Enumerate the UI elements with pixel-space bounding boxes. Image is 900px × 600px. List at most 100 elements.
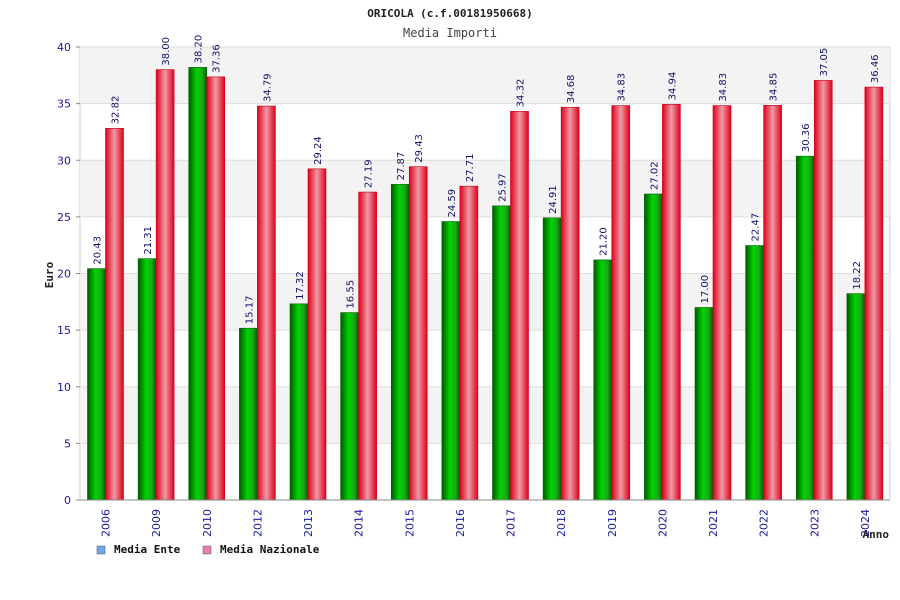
y-tick-label: 5 [64, 437, 71, 450]
value-label: 27.19 [364, 159, 375, 188]
bar-media-ente-2021 [694, 307, 714, 501]
bar-media-ente-2016 [441, 221, 461, 501]
value-label: 16.55 [346, 280, 357, 309]
value-label: 36.46 [870, 54, 881, 83]
value-label: 34.79 [262, 73, 273, 102]
y-tick-label: 30 [57, 154, 71, 167]
bars [87, 67, 884, 501]
value-label: 25.97 [498, 173, 509, 202]
y-tick-label: 15 [57, 324, 71, 337]
x-tick-label: 2010 [201, 509, 214, 537]
x-axis-label: Anno [863, 528, 890, 541]
value-label: 24.59 [447, 189, 458, 218]
legend-label-media-ente: Media Ente [114, 543, 181, 556]
bar-media-nazionale-2012 [257, 105, 276, 501]
value-label: 37.05 [819, 48, 830, 77]
bar-media-ente-2013 [289, 303, 309, 501]
legend-swatch-media-ente [96, 545, 106, 555]
value-label: 29.43 [414, 134, 425, 163]
bar-media-ente-2010 [188, 67, 208, 501]
legend-swatch-media-nazionale [202, 545, 212, 555]
value-label: 15.17 [244, 296, 255, 325]
y-tick-label: 0 [64, 494, 71, 507]
bar-media-nazionale-2022 [763, 105, 782, 501]
value-label: 17.32 [295, 271, 306, 300]
bar-media-ente-2006 [87, 268, 106, 501]
value-label: 27.87 [396, 152, 407, 181]
chart-subtitle: Media Importi [403, 26, 497, 40]
value-label: 34.68 [566, 75, 577, 104]
bar-media-nazionale-2013 [307, 168, 327, 501]
bar-media-ente-2009 [137, 258, 157, 501]
bar-media-nazionale-2019 [611, 105, 631, 501]
bar-media-nazionale-2017 [510, 111, 529, 501]
bar-media-ente-2017 [492, 205, 511, 501]
x-tick-label: 2022 [758, 509, 771, 537]
value-label: 24.91 [548, 185, 559, 214]
x-tick-label: 2013 [302, 509, 315, 537]
x-tick-label: 2023 [808, 509, 821, 537]
bar-media-nazionale-2021 [712, 105, 732, 501]
value-label: 30.36 [801, 124, 812, 153]
x-tick-label: 2015 [403, 509, 416, 537]
value-label: 29.24 [313, 136, 324, 165]
x-tick-label: 2017 [505, 509, 518, 537]
value-label: 18.22 [852, 261, 863, 290]
bar-media-ente-2023 [795, 155, 815, 501]
bar-media-ente-2018 [542, 217, 562, 501]
value-label: 38.20 [194, 35, 205, 64]
x-tick-label: 2019 [606, 509, 619, 537]
x-tick-label: 2014 [353, 509, 366, 537]
value-label: 34.32 [516, 79, 527, 108]
y-tick-label: 20 [57, 268, 71, 281]
bar-media-ente-2015 [390, 184, 410, 501]
bar-media-nazionale-2014 [358, 191, 377, 501]
bar-media-nazionale-2018 [560, 106, 580, 501]
y-axis-ticks: 0 5 10 15 20 25 30 35 40 [57, 41, 80, 507]
x-tick-label: 2006 [100, 509, 113, 537]
x-tick-label: 2012 [251, 509, 264, 537]
bar-media-nazionale-2020 [662, 104, 681, 501]
y-tick-label: 25 [57, 211, 71, 224]
value-label: 21.31 [143, 226, 154, 255]
value-label: 34.83 [617, 73, 628, 102]
bar-media-ente-2022 [745, 245, 764, 501]
chart-title: ORICOLA (c.f.00181950668) [367, 7, 533, 20]
value-label: 27.02 [649, 161, 660, 190]
bar-media-nazionale-2015 [408, 166, 428, 501]
value-label: 32.82 [111, 96, 122, 125]
x-tick-label: 2016 [454, 509, 467, 537]
bar-media-nazionale-2009 [155, 69, 175, 501]
bar-media-ente-2020 [644, 193, 663, 501]
y-tick-label: 40 [57, 41, 71, 54]
y-tick-label: 10 [57, 381, 71, 394]
legend-label-media-nazionale: Media Nazionale [220, 543, 320, 556]
value-label: 37.36 [212, 44, 223, 73]
x-tick-label: 2009 [150, 509, 163, 537]
y-tick-label: 35 [57, 98, 71, 111]
value-labels: 20.43 32.82 21.31 38.00 38.20 37.36 15.17 34.79… [93, 35, 881, 324]
y-axis-label: Euro [43, 261, 56, 288]
x-axis-ticks: 2006 2009 2010 2012 2013 2014 2015 2016 2017 2018… [100, 509, 872, 537]
x-tick-label: 2018 [555, 509, 568, 537]
value-label: 34.94 [667, 72, 678, 101]
value-label: 38.00 [161, 37, 172, 66]
bar-media-ente-2012 [239, 327, 258, 501]
value-label: 21.20 [599, 227, 610, 256]
bar-media-nazionale-2016 [459, 185, 479, 501]
bar-media-nazionale-2023 [813, 80, 833, 501]
bar-media-nazionale-2010 [206, 76, 226, 501]
bar-media-ente-2024 [846, 293, 866, 501]
value-label: 27.71 [465, 154, 476, 183]
value-label: 34.83 [718, 73, 729, 102]
x-tick-label: 2020 [656, 509, 669, 537]
bar-media-ente-2019 [593, 259, 613, 501]
legend: Media Ente Media Nazionale [96, 543, 320, 556]
bar-media-nazionale-2024 [864, 86, 884, 501]
value-label: 17.00 [700, 275, 711, 304]
x-tick-label: 2024 [859, 509, 872, 537]
bar-media-nazionale-2006 [105, 128, 124, 501]
value-label: 20.43 [93, 236, 104, 265]
value-label: 22.47 [751, 213, 762, 242]
